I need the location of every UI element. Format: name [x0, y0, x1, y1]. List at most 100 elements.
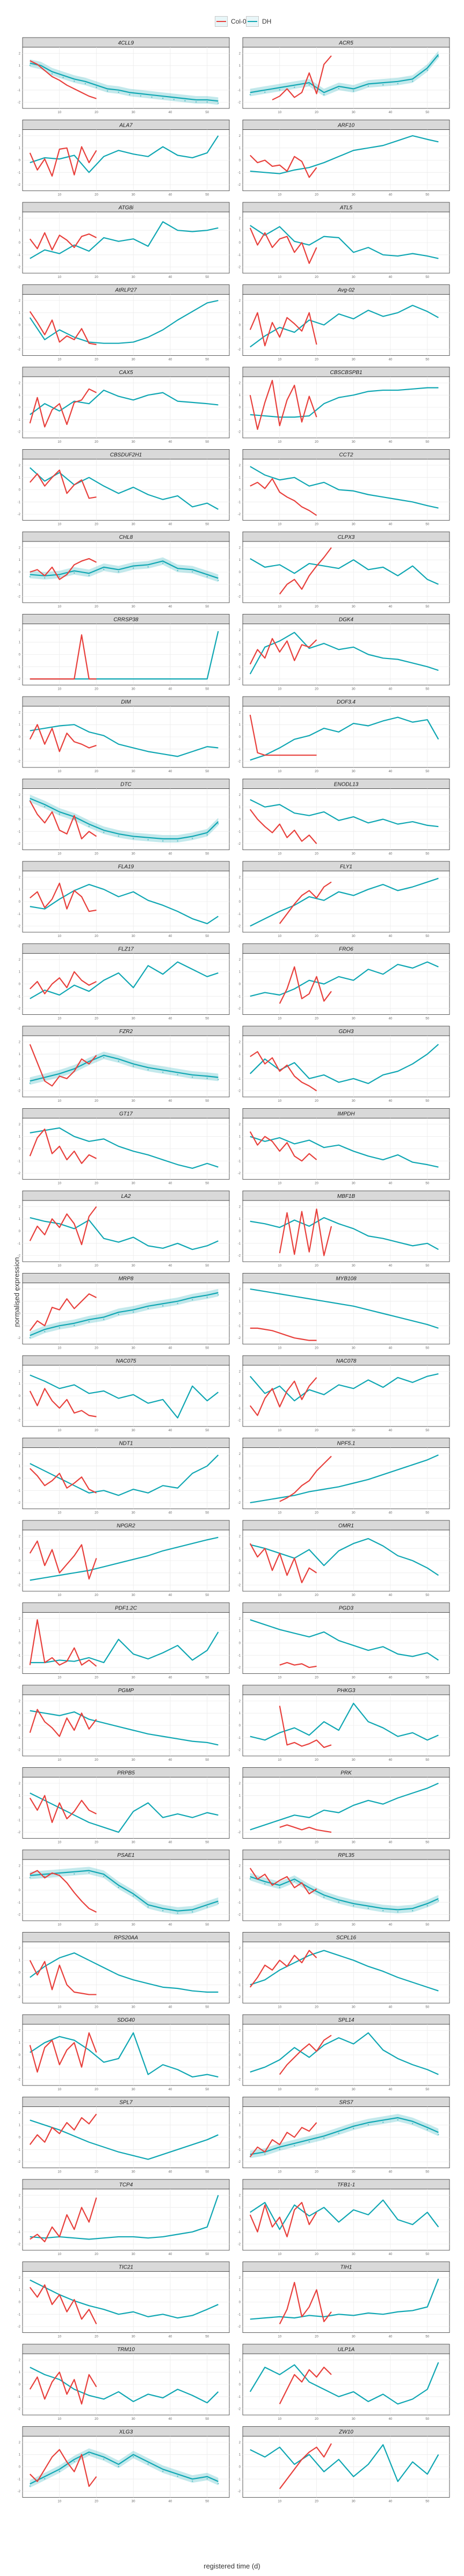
facet-strip: XLG3 — [22, 2426, 230, 2436]
x-tick-label: 50 — [425, 2171, 429, 2174]
x-tick-label: 30 — [352, 194, 356, 197]
y-tick-label: 2 — [19, 1041, 21, 1044]
facet-panel: NPF5.1 10 20 30 40 50 -2 -1 0 1 2 — [238, 1438, 450, 1515]
legend-item-dh: DH — [246, 16, 271, 27]
sample-point-dh — [103, 568, 105, 570]
sample-point-dh — [29, 1877, 31, 1878]
x-tick-label: 50 — [205, 935, 209, 938]
x-tick-label: 40 — [389, 2418, 393, 2421]
x-tick-label: 30 — [352, 605, 356, 609]
x-tick-label: 50 — [205, 1512, 209, 1515]
y-tick-label: 0 — [19, 571, 21, 574]
y-tick-label: -2 — [238, 1996, 241, 1999]
series-line-dh — [30, 1127, 219, 1169]
facet-title: NAC075 — [116, 1358, 136, 1364]
series-line-col — [29, 1128, 97, 1164]
facet-panel: MYB108 10 20 30 40 50 -2 -1 0 1 2 — [238, 1273, 450, 1350]
series-line-dh — [250, 2278, 439, 2320]
facet-title: CLPX3 — [338, 535, 355, 540]
x-tick-label: 20 — [315, 688, 318, 691]
series-line-dh — [30, 961, 219, 999]
x-tick-label: 40 — [169, 935, 172, 938]
facet-title: NPGR2 — [117, 1523, 135, 1529]
series-line-dh — [30, 1870, 219, 1912]
y-tick-label: 2 — [239, 629, 241, 632]
facet-strip: CLPX3 — [242, 531, 450, 542]
facet-panel: CRRSP38 10 20 30 40 50 -2 -1 0 1 2 — [18, 614, 230, 691]
x-tick-label: 40 — [389, 111, 393, 114]
series-line-col — [250, 1327, 317, 1341]
y-tick-label: 0 — [239, 736, 241, 739]
y-tick-label: -1 — [238, 1078, 241, 1081]
y-tick-label: 2 — [239, 2441, 241, 2445]
facet-title: FLA19 — [118, 864, 134, 870]
y-tick-label: 1 — [19, 1547, 21, 1550]
x-tick-label: 30 — [132, 523, 135, 526]
sample-point-dh — [74, 572, 75, 574]
y-tick-label: 0 — [239, 159, 241, 163]
y-tick-label: 1 — [19, 2041, 21, 2045]
y-tick-label: 0 — [239, 2301, 241, 2304]
x-tick-label: 20 — [95, 1594, 98, 1597]
x-tick-label: 20 — [95, 358, 98, 362]
y-tick-label: 2 — [19, 1864, 21, 1868]
facet-title: ALA7 — [119, 123, 133, 129]
facet-strip: TRM10 — [22, 2344, 230, 2354]
facet-panel: TIH1 10 20 30 40 50 -2 -1 0 1 2 — [238, 2262, 450, 2339]
x-tick-label: 10 — [57, 1182, 61, 1185]
y-tick-label: 0 — [19, 1477, 21, 1481]
facet-title: PGMP — [118, 1688, 134, 1694]
y-tick-label: 2 — [19, 711, 21, 714]
y-tick-label: 1 — [19, 2206, 21, 2209]
series-line-col — [249, 714, 317, 756]
facet-panel: CAX5 10 20 30 40 50 -2 -1 0 1 2 — [18, 367, 230, 444]
facet-strip: ATL5 — [242, 202, 450, 213]
x-tick-label: 20 — [315, 1264, 318, 1268]
sample-point-dh — [103, 1319, 105, 1320]
x-tick-label: 50 — [205, 1677, 209, 1680]
sample-point-dh — [382, 1910, 384, 1912]
y-tick-label: 0 — [19, 2136, 21, 2140]
x-tick-label: 50 — [425, 770, 429, 773]
y-tick-label: 0 — [19, 2466, 21, 2469]
sample-point-dh — [249, 94, 251, 96]
y-tick-label: -1 — [238, 1160, 241, 1163]
series-line-dh — [30, 1217, 219, 1250]
y-tick-label: 1 — [19, 641, 21, 645]
facet-panel: FRO6 10 20 30 40 50 -2 -1 0 1 2 — [238, 943, 450, 1021]
y-tick-label: 0 — [19, 1889, 21, 1892]
x-tick-label: 10 — [57, 1512, 61, 1515]
y-tick-label: 2 — [19, 1288, 21, 1291]
y-tick-label: -2 — [18, 1996, 21, 1999]
x-tick-label: 40 — [389, 2006, 393, 2009]
y-tick-label: -2 — [18, 1337, 21, 1340]
sample-point-dh — [162, 2470, 164, 2472]
facet-title: CCT2 — [339, 452, 353, 458]
facet-panel: RPL35 10 20 30 40 50 -2 -1 0 1 2 — [238, 1849, 450, 1927]
x-tick-label: 50 — [425, 523, 429, 526]
y-tick-label: 2 — [239, 1782, 241, 1785]
y-tick-label: 1 — [239, 1218, 241, 1221]
sample-point-dh — [147, 2463, 149, 2465]
series-line-col — [249, 1868, 317, 1894]
y-tick-label: -1 — [238, 1407, 241, 1410]
series-line-dh — [250, 877, 439, 927]
facet-strip: FRO6 — [242, 943, 450, 954]
y-tick-label: 2 — [239, 1205, 241, 1209]
x-tick-label: 20 — [315, 605, 318, 609]
facet-title: DIM — [121, 699, 131, 705]
facet-title: DTC — [120, 782, 132, 788]
x-tick-label: 30 — [132, 770, 135, 773]
y-tick-label: -2 — [238, 843, 241, 846]
sample-point-dh — [264, 91, 266, 93]
facet-strip: MYB108 — [242, 1273, 450, 1283]
x-tick-label: 10 — [278, 111, 281, 114]
sample-point-dh — [162, 562, 164, 564]
x-tick-label: 20 — [95, 2006, 98, 2009]
y-tick-label: 2 — [239, 1041, 241, 1044]
y-tick-label: 1 — [239, 1630, 241, 1633]
sample-point-dh — [29, 64, 31, 66]
x-tick-label: 30 — [352, 1759, 356, 1762]
series-line-dh — [30, 560, 219, 579]
sample-point-dh — [367, 85, 369, 87]
